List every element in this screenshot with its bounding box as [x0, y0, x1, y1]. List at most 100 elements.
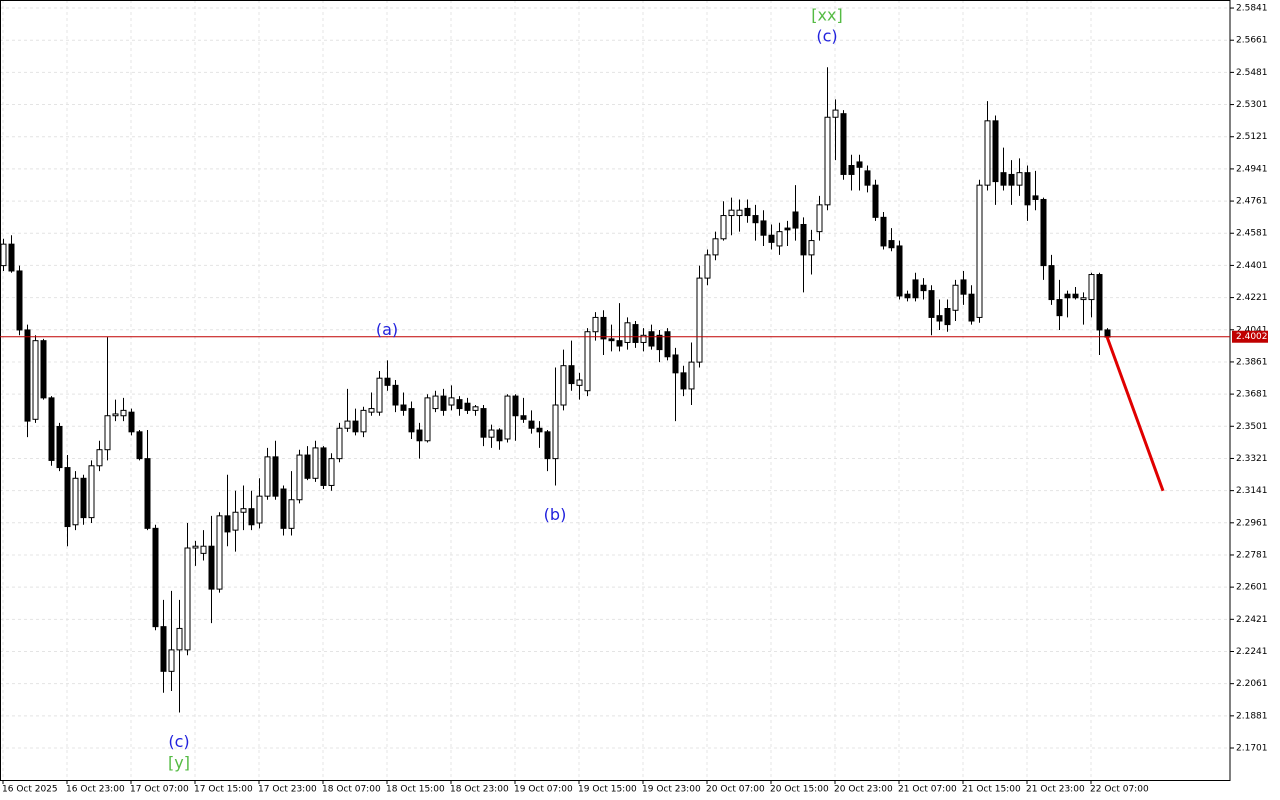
candle-body [232, 511, 239, 531]
candle-body [392, 384, 399, 406]
candle-body [312, 447, 319, 479]
candle-body [736, 209, 743, 217]
candle-body [584, 331, 591, 392]
x-tick-label: 18 Oct 07:00 [322, 785, 381, 795]
candle-body [560, 365, 567, 406]
y-tick-label: 2.5841 [1236, 4, 1268, 14]
x-tick-label: 16 Oct 23:00 [66, 785, 125, 795]
candle-body [976, 184, 983, 318]
candle-body [128, 411, 135, 433]
x-tick-label: 21 Oct 07:00 [898, 785, 957, 795]
candle-body [672, 354, 679, 374]
x-tick-label: 17 Oct 15:00 [194, 785, 253, 795]
candle-body [872, 184, 879, 218]
x-tick-label: 20 Oct 07:00 [706, 785, 765, 795]
candle-body [888, 240, 895, 249]
candle-body [656, 334, 663, 351]
candle-body [240, 508, 247, 513]
candle-body [808, 240, 815, 256]
candle-body [304, 454, 311, 479]
candle-body [800, 223, 807, 256]
candle-body [752, 215, 759, 224]
candle-body [328, 458, 335, 486]
x-tick-label: 17 Oct 07:00 [130, 785, 189, 795]
candle-body [1040, 198, 1047, 267]
y-tick-label: 2.5301 [1236, 100, 1268, 110]
candle-body [680, 372, 687, 390]
candle-body [0, 243, 7, 267]
candle-body [40, 340, 47, 399]
candle-body [480, 408, 487, 438]
candle-body [320, 447, 327, 486]
candle-body [384, 377, 391, 386]
x-tick-label: 18 Oct 15:00 [386, 785, 445, 795]
candle-body [608, 338, 615, 342]
candle-body [1016, 172, 1023, 186]
candle-body [728, 209, 735, 217]
candle-body [856, 161, 863, 168]
candle-body [912, 279, 919, 299]
candle-body [496, 429, 503, 442]
candle-body [696, 277, 703, 363]
candle-body [200, 545, 207, 554]
candle-body [624, 322, 631, 343]
y-tick-label: 2.3861 [1236, 357, 1268, 367]
current-price-label: 2.4002 [1236, 332, 1268, 342]
candle-body [448, 397, 455, 406]
candle-body [760, 220, 767, 236]
x-tick-label: 19 Oct 23:00 [642, 785, 701, 795]
x-tick-label: 18 Oct 23:00 [450, 785, 509, 795]
candle-body [1088, 274, 1095, 301]
candle-body [440, 395, 447, 411]
candle-body [360, 409, 367, 433]
candle-body [8, 243, 15, 272]
candle-body [264, 456, 271, 497]
candle-body [600, 316, 607, 340]
candle-body [280, 488, 287, 529]
candle-body [56, 425, 63, 469]
candle-body [400, 404, 407, 411]
candle-body [224, 515, 231, 533]
candle-body [472, 406, 479, 411]
candle-body [336, 427, 343, 460]
y-tick-label: 2.4041 [1236, 325, 1268, 335]
candle-body [488, 429, 495, 438]
candle-body [528, 420, 535, 429]
candle-body [712, 238, 719, 256]
y-tick-label: 2.4941 [1236, 164, 1268, 174]
candle-body [928, 290, 935, 318]
candle-body [1000, 172, 1007, 186]
candle-body [720, 215, 727, 240]
candle-body [160, 626, 167, 672]
y-tick-label: 2.2781 [1236, 550, 1268, 560]
candle-body [544, 431, 551, 460]
y-tick-label: 2.3321 [1236, 454, 1268, 464]
candle-body [1032, 195, 1039, 200]
y-tick-label: 2.2601 [1236, 583, 1268, 593]
candle-body [568, 365, 575, 385]
y-tick-label: 2.2421 [1236, 615, 1268, 625]
candle-body [176, 627, 183, 651]
candle-body [832, 109, 839, 118]
y-tick-label: 2.4761 [1236, 197, 1268, 207]
candle-body [984, 120, 991, 186]
candle-body [1072, 293, 1079, 299]
candle-body [536, 427, 543, 433]
x-tick-label: 19 Oct 07:00 [514, 785, 573, 795]
y-tick-label: 2.3501 [1236, 422, 1268, 432]
y-tick-label: 2.4221 [1236, 293, 1268, 303]
wave-label: (c) [168, 732, 189, 751]
y-tick-label: 2.4581 [1236, 229, 1268, 239]
candle-body [352, 420, 359, 433]
candle-body [896, 245, 903, 297]
candle-body [944, 307, 951, 326]
y-tick-label: 2.5481 [1236, 68, 1268, 78]
candle-body [368, 408, 375, 413]
y-tick-label: 2.3681 [1236, 390, 1268, 400]
candle-body [152, 527, 159, 628]
wave-label: (b) [544, 505, 567, 524]
wave-label: [y] [168, 753, 190, 772]
candle-body [968, 293, 975, 322]
candle-body [936, 315, 943, 322]
